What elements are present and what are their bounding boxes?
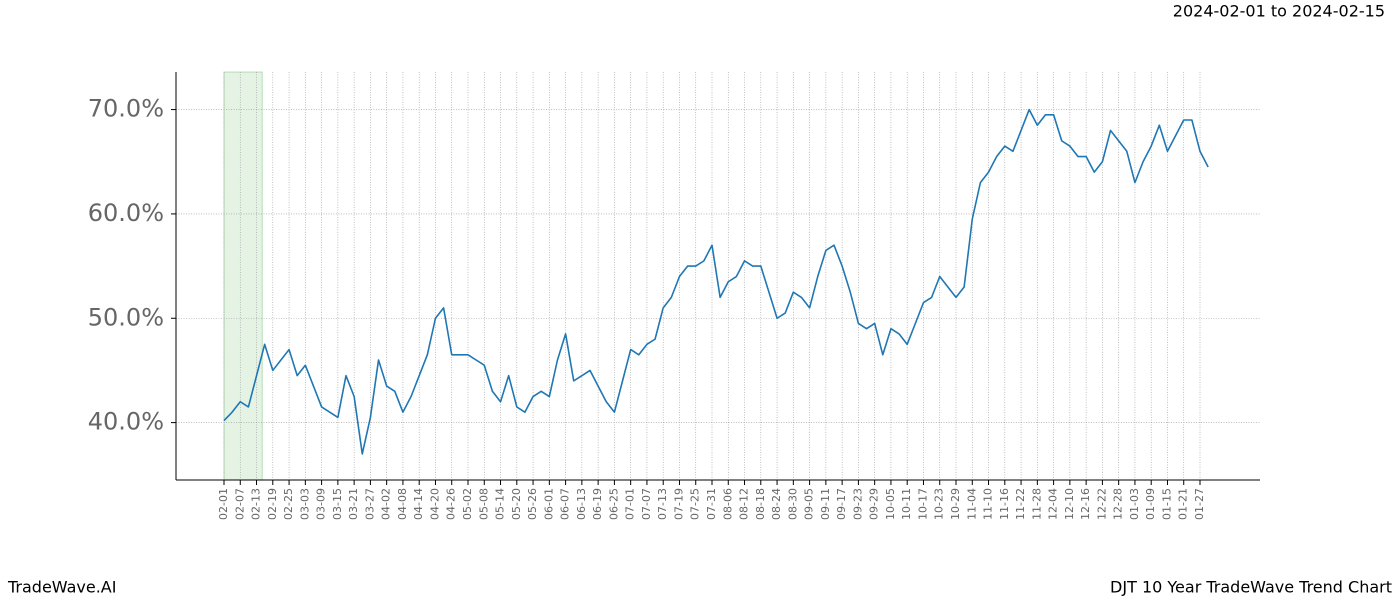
x-tick-label: 02-07 [233, 488, 246, 520]
x-tick-label: 05-08 [477, 488, 490, 520]
x-tick-label: 07-01 [624, 488, 637, 520]
x-tick-label: 04-26 [445, 488, 458, 520]
x-tick-label: 09-05 [803, 488, 816, 520]
x-tick-label: 07-25 [689, 488, 702, 520]
x-tick-label: 06-19 [591, 488, 604, 520]
x-tick-label: 04-20 [428, 488, 441, 520]
x-tick-label: 02-25 [282, 488, 295, 520]
x-tick-label: 11-16 [998, 488, 1011, 520]
x-tick-label: 08-30 [786, 488, 799, 520]
x-tick-label: 04-08 [396, 488, 409, 520]
x-tick-label: 11-04 [965, 488, 978, 520]
x-tick-label: 10-17 [916, 488, 929, 520]
x-tick-label: 05-14 [494, 488, 507, 520]
trend-line [223, 108, 1209, 455]
x-tick-label: 05-02 [461, 488, 474, 520]
x-tick-label: 08-24 [770, 488, 783, 520]
y-tick-label: 40.0% [88, 408, 164, 436]
x-tick-label: 06-01 [542, 488, 555, 520]
x-tick-label: 03-27 [363, 488, 376, 520]
x-tick-label: 06-13 [575, 488, 588, 520]
x-tick-label: 02-01 [217, 488, 230, 520]
x-tick-label: 07-19 [672, 488, 685, 520]
x-tick-label: 03-03 [298, 488, 311, 520]
x-tick-label: 05-26 [526, 488, 539, 520]
x-tick-label: 12-04 [1047, 488, 1060, 520]
x-tick-label: 04-02 [380, 488, 393, 520]
x-tick-label: 09-29 [868, 488, 881, 520]
x-tick-label: 03-09 [315, 488, 328, 520]
x-tick-label: 01-27 [1193, 488, 1206, 520]
chart-title: DJT 10 Year TradeWave Trend Chart [1110, 578, 1392, 597]
x-tick-label: 09-11 [819, 488, 832, 520]
x-tick-label: 05-20 [510, 488, 523, 520]
x-tick-label: 06-07 [559, 488, 572, 520]
x-tick-label: 03-15 [331, 488, 344, 520]
x-tick-label: 01-21 [1177, 488, 1190, 520]
x-tick-label: 01-15 [1160, 488, 1173, 520]
x-tick-label: 04-14 [412, 488, 425, 520]
y-tick-label: 70.0% [88, 95, 164, 123]
x-tick-label: 02-19 [266, 488, 279, 520]
brand: TradeWave.AI [7, 578, 116, 597]
x-tick-label: 08-06 [721, 488, 734, 520]
x-tick-label: 09-17 [835, 488, 848, 520]
x-tick-label: 11-28 [1030, 488, 1043, 520]
x-tick-label: 12-10 [1063, 488, 1076, 520]
x-tick-label: 02-13 [250, 488, 263, 520]
highlight-band [223, 71, 263, 481]
x-tick-label: 07-13 [656, 488, 669, 520]
x-tick-label: 10-11 [900, 488, 913, 520]
x-tick-label: 06-25 [607, 488, 620, 520]
date-range: 2024-02-01 to 2024-02-15 [1173, 2, 1385, 21]
x-tick-label: 10-29 [949, 488, 962, 520]
x-tick-label: 01-03 [1128, 488, 1141, 520]
x-tick-label: 03-21 [347, 488, 360, 520]
y-tick-label: 60.0% [88, 199, 164, 227]
x-tick-label: 12-16 [1079, 488, 1092, 520]
x-tick-label: 07-31 [705, 488, 718, 520]
x-tick-label: 12-28 [1112, 488, 1125, 520]
x-tick-label: 12-22 [1095, 488, 1108, 520]
x-tick-label: 10-23 [933, 488, 946, 520]
x-tick-label: 11-10 [982, 488, 995, 520]
y-tick-label: 50.0% [88, 303, 164, 331]
x-tick-label: 10-05 [884, 488, 897, 520]
x-tick-label: 08-18 [754, 488, 767, 520]
x-tick-label: 11-22 [1014, 488, 1027, 520]
x-tick-label: 01-09 [1144, 488, 1157, 520]
x-tick-label: 09-23 [851, 488, 864, 520]
x-tick-label: 07-07 [640, 488, 653, 520]
x-tick-label: 08-12 [738, 488, 751, 520]
